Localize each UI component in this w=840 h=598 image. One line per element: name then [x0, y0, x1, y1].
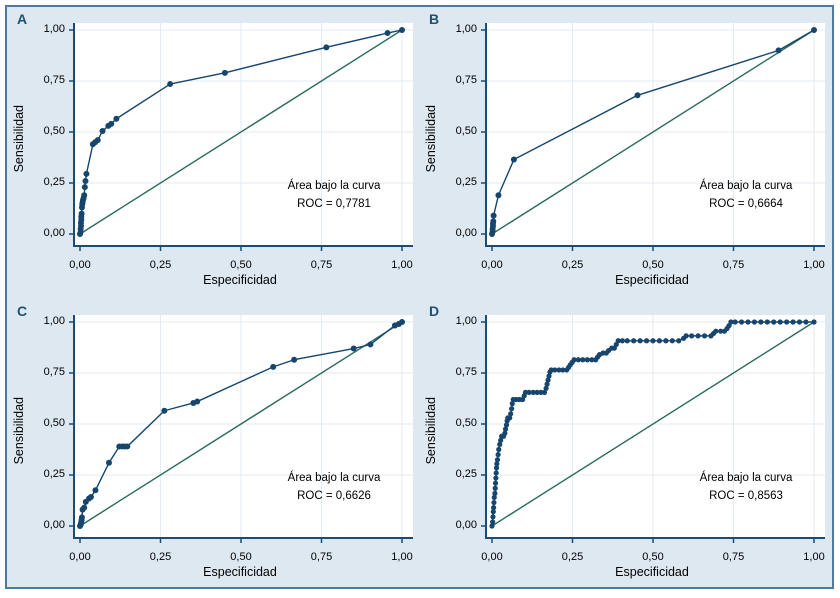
y-axis-title: Sensibilidad: [424, 397, 438, 465]
y-tick-label: 1,00: [43, 23, 65, 35]
panel-letter: B: [429, 11, 440, 27]
panel-d: D Sensibilidad Especificidad Área bajo l…: [423, 301, 827, 587]
y-tick-label: 0,00: [43, 227, 65, 239]
x-tick-label: 0,00: [481, 259, 503, 271]
x-tick-label: 0,75: [310, 259, 333, 271]
auc-annotation-line2: ROC = 0,7781: [297, 198, 371, 210]
roc-plot: [69, 315, 413, 543]
x-tick-label: 0,50: [642, 259, 664, 271]
x-axis-title: Especificidad: [615, 273, 689, 287]
roc-plot: [481, 23, 825, 251]
x-axis-title: Especificidad: [203, 273, 277, 287]
y-tick-label: 0,25: [455, 176, 477, 188]
x-tick-label: 0,25: [149, 551, 172, 563]
y-tick-label: 1,00: [455, 23, 477, 35]
x-tick-label: 0,75: [310, 551, 333, 563]
y-tick-label: 0,25: [43, 468, 65, 480]
auc-annotation-line1: Área bajo la curva: [287, 472, 381, 485]
y-tick-label: 0,75: [455, 74, 477, 86]
y-tick-label: 0,50: [43, 417, 65, 429]
auc-annotation-line2: ROC = 0,6664: [709, 198, 783, 210]
y-tick-label: 0,00: [43, 519, 65, 531]
auc-annotation-line1: Área bajo la curva: [287, 180, 381, 193]
x-tick-label: 0,50: [642, 551, 664, 563]
auc-annotation: Área bajo la curva ROC = 0,6626: [288, 470, 381, 506]
x-tick-label: 0,50: [230, 259, 252, 271]
x-tick-label: 0,25: [149, 259, 172, 271]
y-axis-title: Sensibilidad: [12, 397, 26, 465]
y-tick-label: 0,75: [455, 366, 477, 378]
x-tick-label: 0,75: [722, 259, 745, 271]
x-tick-label: 1,00: [391, 259, 413, 271]
x-tick-label: 0,75: [722, 551, 745, 563]
panel-b: B Sensibilidad Especificidad Área bajo l…: [423, 9, 827, 295]
y-axis-title: Sensibilidad: [12, 105, 26, 173]
panel-letter: D: [429, 303, 440, 319]
auc-annotation-line1: Área bajo la curva: [699, 180, 793, 193]
auc-annotation: Área bajo la curva ROC = 0,8563: [700, 470, 793, 506]
figure-canvas: A Sensibilidad Especificidad Área bajo l…: [5, 5, 834, 589]
roc-plot: [481, 315, 825, 543]
auc-annotation: Área bajo la curva ROC = 0,6664: [700, 178, 793, 214]
panel-c: C Sensibilidad Especificidad Área bajo l…: [11, 301, 415, 587]
x-tick-label: 0,00: [69, 259, 91, 271]
x-axis-title: Especificidad: [203, 565, 277, 579]
x-tick-label: 0,25: [561, 259, 584, 271]
x-tick-label: 1,00: [391, 551, 413, 563]
y-tick-label: 0,75: [43, 74, 65, 86]
y-tick-label: 0,50: [43, 125, 65, 137]
x-tick-label: 1,00: [803, 259, 825, 271]
y-tick-label: 1,00: [43, 315, 65, 327]
x-tick-label: 0,50: [230, 551, 252, 563]
panel-letter: C: [17, 303, 28, 319]
y-tick-label: 0,00: [455, 227, 477, 239]
auc-annotation-line2: ROC = 0,8563: [709, 490, 783, 502]
y-tick-label: 0,00: [455, 519, 477, 531]
x-tick-label: 0,00: [69, 551, 91, 563]
y-tick-label: 0,25: [43, 176, 65, 188]
y-axis-title: Sensibilidad: [424, 105, 438, 173]
y-tick-label: 1,00: [455, 315, 477, 327]
y-tick-label: 0,75: [43, 366, 65, 378]
x-tick-label: 1,00: [803, 551, 825, 563]
y-tick-label: 0,50: [455, 125, 477, 137]
auc-annotation-line1: Área bajo la curva: [699, 472, 793, 485]
y-tick-label: 0,25: [455, 468, 477, 480]
y-tick-label: 0,50: [455, 417, 477, 429]
panel-letter: A: [17, 11, 28, 27]
auc-annotation-line2: ROC = 0,6626: [297, 490, 371, 502]
x-tick-label: 0,00: [481, 551, 503, 563]
x-axis-title: Especificidad: [615, 565, 689, 579]
roc-plot: [69, 23, 413, 251]
panel-a: A Sensibilidad Especificidad Área bajo l…: [11, 9, 415, 295]
auc-annotation: Área bajo la curva ROC = 0,7781: [288, 178, 381, 214]
x-tick-label: 0,25: [561, 551, 584, 563]
